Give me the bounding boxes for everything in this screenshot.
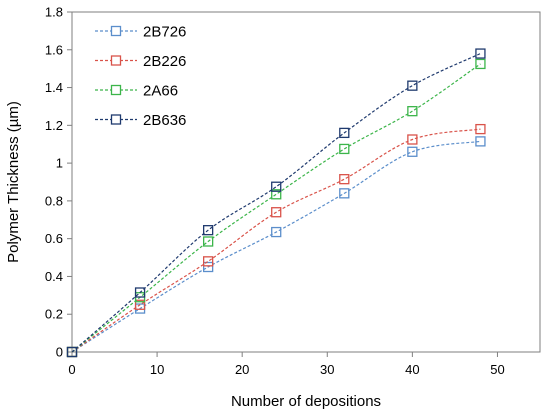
data-point-marker	[271, 207, 282, 218]
plot-area-frame	[71, 11, 541, 353]
legend-label: 2B726	[143, 24, 186, 41]
data-point-marker	[407, 146, 418, 157]
data-point-marker	[271, 226, 282, 238]
y-axis-title: Polymer Thickness (µm)	[5, 101, 22, 263]
legend-swatch-marker	[110, 55, 122, 66]
y-tick-label: 1	[56, 156, 63, 171]
data-point-marker	[202, 236, 214, 247]
data-point-marker	[271, 181, 282, 192]
data-point-marker	[407, 106, 418, 117]
legend-swatch-marker	[110, 84, 122, 96]
data-point-marker	[407, 134, 418, 145]
x-tick-label: 30	[320, 362, 334, 377]
data-point-marker	[339, 127, 350, 139]
data-point-marker	[475, 136, 486, 147]
data-point-marker	[202, 261, 214, 273]
legend-item: 2B636	[95, 112, 186, 129]
x-tick-label: 10	[150, 362, 164, 377]
legend-item: 2A66	[95, 83, 178, 100]
y-tick-label: 0.4	[45, 269, 63, 284]
series-2B226	[66, 123, 486, 358]
data-point-marker	[475, 48, 486, 59]
legend-label: 2B636	[143, 112, 186, 129]
data-point-marker	[202, 225, 214, 236]
series-line	[71, 128, 481, 353]
series-line	[71, 140, 481, 353]
y-tick-label: 0.6	[45, 231, 63, 246]
legend-swatch-marker	[110, 25, 122, 37]
data-point-marker	[202, 256, 214, 267]
legend-item: 2B226	[95, 53, 186, 70]
legend: 2B726 2B226 2A66 2B636	[95, 24, 186, 129]
data-point-marker	[339, 174, 350, 185]
legend-label: 2B226	[143, 53, 186, 70]
data-point-marker	[475, 58, 486, 70]
y-tick-label: 1.4	[45, 80, 63, 95]
data-point-marker	[271, 189, 282, 200]
x-tick-label: 40	[405, 362, 419, 377]
series-layer	[66, 48, 486, 358]
legend-swatch-marker	[110, 114, 122, 125]
y-tick-label: 1.6	[45, 42, 63, 57]
series-line	[71, 53, 481, 353]
x-tick-label: 20	[235, 362, 249, 377]
y-tick-label: 1.8	[45, 5, 63, 20]
data-point-marker	[134, 287, 146, 298]
y-tick-label: 1.2	[45, 118, 63, 133]
series-2B636	[66, 48, 486, 358]
data-point-marker	[475, 123, 486, 135]
y-tick-label: 0.2	[45, 307, 63, 322]
x-tick-label: 50	[490, 362, 504, 377]
x-axis-ticks: 0 10 20 30 40 50	[68, 352, 505, 377]
data-point-marker	[134, 299, 146, 310]
x-axis-title: Number of depositions	[231, 393, 381, 410]
data-point-marker	[339, 143, 350, 155]
data-point-marker	[339, 188, 350, 199]
x-tick-label: 0	[68, 362, 75, 377]
data-point-marker	[407, 80, 418, 91]
legend-item: 2B726	[95, 24, 186, 41]
y-tick-label: 0	[56, 345, 63, 360]
series-2B726	[66, 136, 486, 358]
legend-label: 2A66	[143, 83, 178, 100]
y-axis-ticks: 0 0.2 0.4 0.6 0.8 1 1.2 1.4 1.6 1.8	[45, 5, 72, 360]
y-tick-label: 0.8	[45, 193, 63, 208]
data-point-marker	[66, 346, 78, 358]
